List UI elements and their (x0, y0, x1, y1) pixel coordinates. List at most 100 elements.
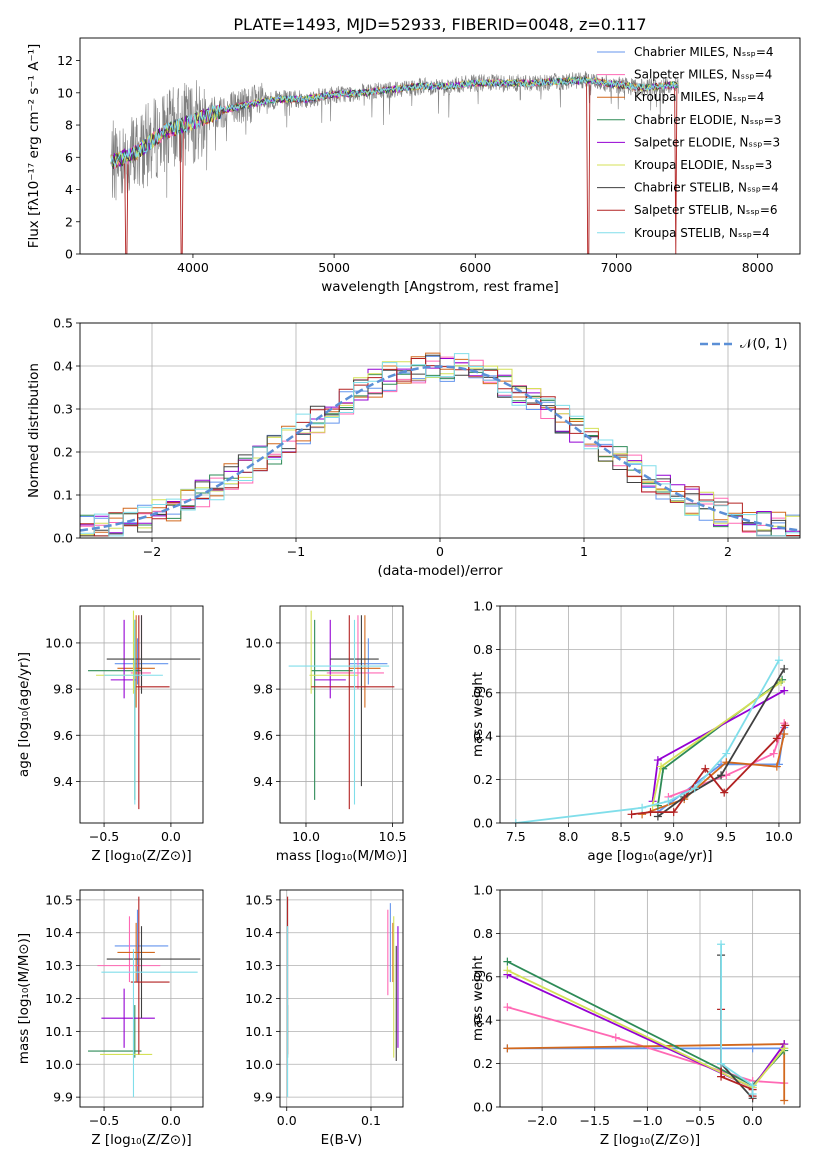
y-tick-label: 9.4 (53, 774, 73, 789)
mass-weight-marker (638, 803, 647, 812)
error-bar-point (101, 949, 198, 1098)
error-bar-point (117, 615, 155, 708)
mass-weight-line (507, 969, 785, 1089)
mass-weight-marker (772, 734, 781, 743)
legend-label: Chabrier MILES, Nₛₛₚ=4 (634, 45, 774, 59)
error-bar-point (101, 988, 155, 1048)
mass-weight-line (657, 668, 785, 818)
mass-weight-marker (503, 966, 512, 975)
error-bar-point (88, 1005, 142, 1058)
y-tick-label: 0.4 (53, 359, 73, 374)
x-tick-label: 1 (580, 544, 588, 559)
mass-weight-marker (780, 1044, 789, 1053)
mass-weight-marker (772, 762, 781, 771)
axes-frame (499, 605, 801, 824)
mass-weight-marker (717, 1072, 726, 1081)
y-tick-label: 9.4 (253, 774, 273, 789)
error-bar-point (100, 1031, 153, 1058)
mass-weight-marker (777, 677, 786, 686)
error-bar-point (311, 619, 353, 800)
mass-weight-marker (657, 762, 666, 771)
y-tick-label: 0.4 (473, 729, 493, 744)
y-tick-label: 2 (65, 214, 73, 229)
axes-frame (79, 605, 204, 824)
legend-label: Kroupa MILES, Nₛₛₚ=4 (634, 90, 764, 104)
mass-weight-marker (664, 797, 673, 806)
residual-hist-plot-area (80, 352, 800, 537)
x-tick-label: −1.5 (580, 1113, 610, 1128)
x-tick-label: 4000 (177, 260, 209, 275)
mass-weight-marker (690, 784, 699, 793)
x-tick-label: −0.5 (685, 1113, 715, 1128)
mass-weight-marker (653, 756, 662, 765)
error-bar-point (311, 615, 395, 810)
x-axis-label: mass [log₁₀(M/M⊙)] (276, 848, 407, 864)
y-tick-label: 12 (57, 53, 73, 68)
y-tick-label: 0.2 (473, 772, 493, 787)
mass-weight-marker (701, 764, 710, 773)
age-vs-mass-plot-area (288, 610, 395, 810)
y-tick-label: 1.0 (473, 599, 493, 614)
y-tick-label: 0.0 (473, 816, 493, 831)
mass-weight-line (506, 960, 785, 1087)
y-axis-label: mass weight (470, 672, 486, 757)
mass-weight-marker (611, 1033, 620, 1042)
x-axis-label: wavelength [Angstrom, rest frame] (321, 279, 559, 295)
x-tick-label: 7000 (601, 260, 633, 275)
x-axis-label: Z [log₁₀(Z/Z⊙)] (600, 1132, 700, 1148)
axes-frame (279, 889, 404, 1108)
x-tick-label: −0.5 (89, 1113, 119, 1128)
mass-weight-marker (722, 749, 731, 758)
y-axis-label: Flux [fλ10⁻¹⁷ erg cm⁻² s⁻¹ A⁻¹] (26, 44, 42, 249)
y-tick-label: 0.0 (53, 531, 73, 546)
error-bar-point (130, 896, 170, 1055)
mass-weight-line (720, 944, 754, 1094)
gaussian-curve (80, 365, 800, 532)
age-vs-mass-panel: 10.0 10.5 9.4 9.6 9.8 10.0 mass [log₁₀(M/M⊙)] (245, 605, 407, 864)
legend-label: Chabrier ELODIE, Nₛₛₚ=3 (634, 113, 781, 127)
x-tick-label: 8.5 (611, 829, 631, 844)
mass-weight-marker (717, 771, 726, 780)
mass-weight-line (507, 1006, 785, 1084)
y-tick-label: 0.5 (53, 316, 73, 331)
mass-weight-marker (503, 1003, 512, 1012)
mass-weight-marker (627, 810, 636, 819)
mass-weight-marker (780, 686, 789, 695)
spectrum-panel: 4000 5000 6000 7000 8000 0 2 4 6 8 10 12 wavelength … (26, 37, 801, 295)
age-vs-z-panel: −0.5 0.0 9.4 9.6 9.8 10.0 Z [log₁₀(Z/Z⊙)] age [… (16, 605, 204, 864)
x-tick-label: 6000 (459, 260, 491, 275)
x-tick-label: 0.1 (361, 1113, 381, 1128)
legend-label: Salpeter ELODIE, Nₛₛₚ=3 (634, 135, 780, 149)
y-tick-label: 10.1 (45, 1024, 73, 1039)
error-bar-point (309, 610, 358, 694)
y-tick-label: 0.1 (53, 488, 73, 503)
y-tick-label: 10.1 (245, 1024, 273, 1039)
weight-vs-z-plot-area (503, 940, 789, 1105)
mass-weight-marker (653, 812, 662, 821)
mass-weight-marker (748, 1081, 757, 1090)
mass-weight-marker (503, 1044, 512, 1053)
y-tick-label: 0.6 (473, 685, 493, 700)
x-tick-label: 0.0 (277, 1113, 297, 1128)
y-tick-label: 10.2 (45, 991, 73, 1006)
mass-weight-marker (717, 940, 726, 949)
y-tick-label: 10.0 (245, 1057, 273, 1072)
y-tick-label: 8 (65, 118, 73, 133)
x-tick-label: 2 (724, 544, 732, 559)
axes-frame (79, 37, 801, 255)
y-tick-label: 0.6 (473, 969, 493, 984)
x-axis-label: E(B-V) (321, 1132, 363, 1148)
error-bar-point (97, 916, 161, 983)
y-tick-label: 0 (65, 247, 73, 262)
mass-weight-marker (748, 1044, 757, 1053)
y-tick-label: 10.5 (45, 892, 73, 907)
mass-weight-marker (503, 957, 512, 966)
x-tick-label: −2 (143, 544, 161, 559)
mass-vs-ebv-panel: 0.0 0.1 9.9 10.0 10.1 10.2 10.3 10.4 10.5 E(B-V) (245, 889, 404, 1148)
y-tick-label: 10.5 (245, 892, 273, 907)
figure-title: PLATE=1493, MJD=52933, FIBERID=0048, z=0… (233, 15, 646, 34)
mass-weight-marker (646, 808, 655, 817)
y-tick-label: 10.4 (45, 925, 73, 940)
spectrum-data-line (110, 71, 679, 201)
y-tick-label: 10.0 (45, 635, 73, 650)
